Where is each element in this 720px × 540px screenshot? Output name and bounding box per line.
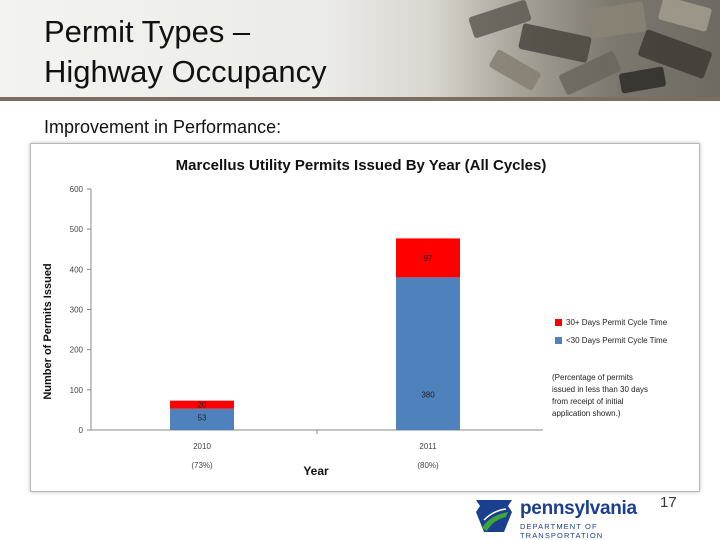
header-banner: [0, 0, 720, 97]
y-axis-label: Number of Permits Issued: [42, 263, 54, 399]
slide-subtitle: Improvement in Performance:: [44, 117, 282, 137]
y-tick-label: 400: [70, 265, 84, 274]
data-label: 20: [198, 401, 207, 410]
y-tick-label: 500: [70, 225, 84, 234]
y-tick-label: 100: [70, 386, 84, 395]
slate-texture: [657, 0, 713, 33]
chart-annotation: (Percentage of permits: [552, 373, 633, 382]
category-note: (80%): [417, 461, 439, 470]
y-tick-label: 0: [79, 426, 84, 435]
chart-annotation: issued in less than 30 days: [552, 385, 648, 394]
bar-30-plus-days: [170, 400, 234, 409]
bar-under-30-days: [396, 277, 460, 430]
slate-texture: [518, 23, 592, 63]
stacked-bar-chart: Marcellus Utility Permits Issued By Year…: [42, 157, 668, 478]
y-tick-label: 600: [70, 185, 84, 194]
data-label: 380: [421, 390, 435, 399]
chart-title: Marcellus Utility Permits Issued By Year…: [176, 157, 547, 174]
slide-title-line-2: Highway Occupancy: [44, 54, 327, 89]
x-tick-label: 2011: [419, 442, 437, 451]
data-label: 97: [424, 254, 433, 263]
bar-under-30-days: [170, 408, 234, 430]
keystone-logo-icon: [476, 500, 512, 532]
slide-title: Permit Types – Highway Occupancy: [44, 12, 327, 92]
logo-wordmark: pennsylvania: [520, 498, 637, 519]
x-axis-label: Year: [303, 464, 329, 478]
logo-department: DEPARTMENT OF TRANSPORTATION: [520, 522, 604, 540]
data-label: 53: [198, 414, 207, 423]
penndot-logo: pennsylvania DEPARTMENT OF TRANSPORTATIO…: [472, 498, 672, 540]
legend-label: 30+ Days Permit Cycle Time: [566, 318, 668, 327]
slate-texture: [588, 1, 647, 39]
slide-title-line-1: Permit Types –: [44, 14, 251, 49]
page-number: 17: [660, 494, 677, 511]
bar-30-plus-days: [396, 238, 460, 278]
chart-annotation: application shown.): [552, 409, 621, 418]
slate-texture: [618, 66, 667, 94]
legend-swatch: [555, 319, 562, 326]
header-divider: [0, 97, 720, 101]
slate-texture: [488, 48, 542, 92]
legend-label: <30 Days Permit Cycle Time: [566, 336, 668, 345]
y-tick-label: 200: [70, 346, 84, 355]
x-tick-label: 2010: [193, 442, 211, 451]
category-note: (73%): [191, 461, 213, 470]
legend-swatch: [555, 337, 562, 344]
chart-frame: Marcellus Utility Permits Issued By Year…: [30, 143, 700, 492]
y-tick-label: 300: [70, 306, 84, 315]
chart-annotation: from receipt of initial: [552, 397, 624, 406]
